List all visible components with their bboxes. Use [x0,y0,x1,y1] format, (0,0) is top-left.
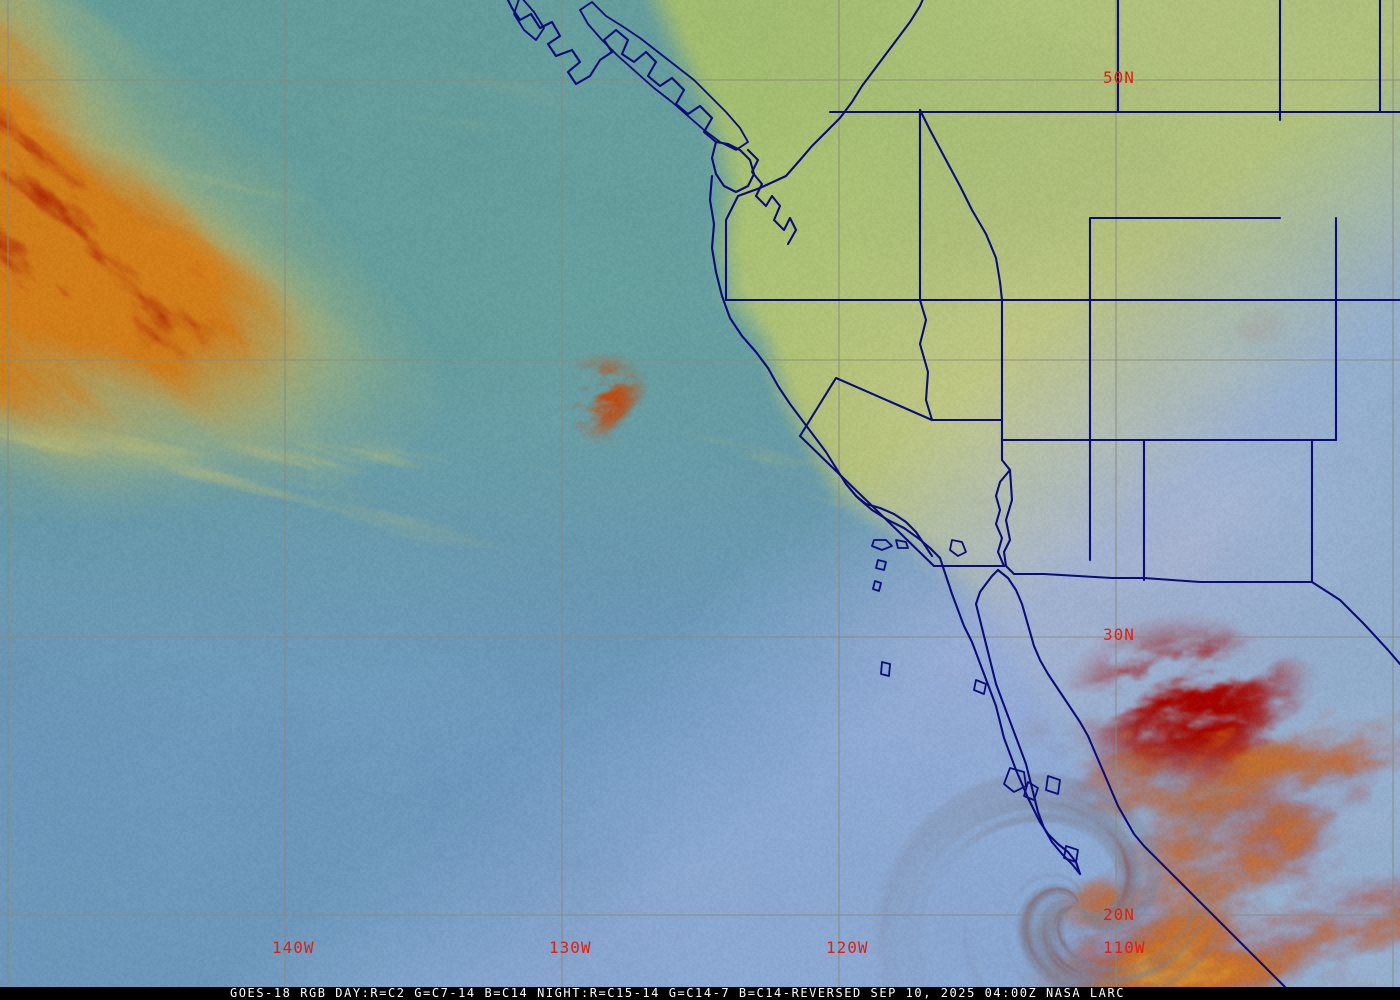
channel-islands-3 [875,559,887,571]
az-nm-mexico-border [1002,468,1314,584]
baja-islands-2 [1023,781,1039,801]
caption-text: GOES-18 RGB DAY:R=C2 G=C7-14 B=C14 NIGHT… [230,987,1126,1000]
lon-label-130W: 130W [549,938,592,957]
channel-islands-2 [895,539,909,549]
border-us-canada-west [724,186,762,302]
mt-wy-line [1000,216,1282,302]
channel-islands-1 [871,539,893,551]
coast-socal-bight [844,482,934,558]
coast-puget [746,148,798,246]
lon-label-110W: 110W [1103,938,1146,957]
coast-wa-or-ca [708,174,942,560]
coast-vancouver-island [579,1,749,151]
geo-borders [506,0,1400,992]
baja-east-coast [974,568,1082,876]
lat-label-50N: 50N [1103,68,1135,87]
nv-az-line [1000,418,1012,472]
channel-islands-4 [872,580,882,592]
baja-west-coast [938,556,1082,876]
coast-haida-gwaii [513,0,545,41]
gulf-california-mainland [996,568,1290,992]
coast-olympic [710,140,756,194]
baja-islands-3 [1045,775,1061,795]
baja-islands-5 [973,679,987,695]
lat-label-30N: 30N [1103,625,1135,644]
ca-az-border [994,468,1012,568]
grid-labels: 50N 30N 20N 140W 130W 120W 110W [272,68,1146,957]
nv-ca-line [798,376,934,438]
baja-islands-4 [1063,845,1079,863]
lon-label-140W: 140W [272,938,315,957]
caption-bar: GOES-18 RGB DAY:R=C2 G=C7-14 B=C14 NIGHT… [0,987,1400,1000]
lon-label-120W: 120W [826,938,869,957]
bc-coast-inlets [758,0,924,190]
mexico-east [1310,580,1400,666]
ca-nv-south [798,434,936,568]
salton-sea [949,539,967,557]
lat-label-20N: 20N [1103,905,1135,924]
or-id-line [918,298,934,422]
baja-islands-1 [1003,767,1027,793]
guadalupe-island [880,661,891,677]
id-mt-line [918,108,1004,302]
coast-bc-fjords [506,0,718,144]
